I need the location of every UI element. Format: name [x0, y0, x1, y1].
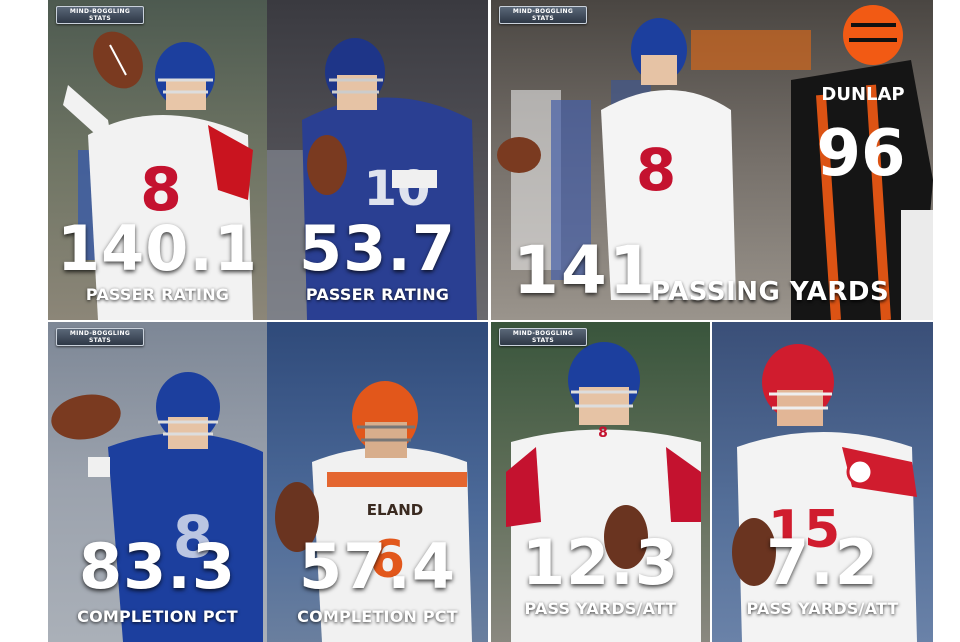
- stat-value: 53.7: [299, 212, 456, 285]
- tile-jones-completion-pct: 8 MIND-BOGGLING STATS 83.3 COMPLETION PCT: [48, 322, 267, 642]
- tile-jones-passing-yards: 8 DUNLAP 96 MIND-BOGGLING STATS 141 PASSI…: [491, 0, 933, 320]
- mind-boggling-stats-badge: MIND-BOGGLING STATS: [56, 328, 144, 346]
- mind-boggling-stats-badge: MIND-BOGGLING STATS: [499, 328, 587, 346]
- tile-mayfield-completion-pct: ELAND 6 57.4 COMPLETION PCT: [267, 322, 488, 642]
- mayfield-browns-photo: ELAND 6: [267, 322, 488, 642]
- svg-text:8: 8: [636, 136, 676, 204]
- stat-value: 83.3: [79, 530, 236, 603]
- tile-mahomes-pass-yards-att: 15 7.2 PASS YARDS/ATT: [712, 322, 933, 642]
- svg-text:96: 96: [816, 117, 905, 191]
- svg-text:8: 8: [598, 425, 608, 441]
- stat-label: PASSER RATING: [305, 285, 450, 304]
- stat-value: 57.4: [299, 530, 456, 603]
- jones-white-jersey-photo: 8: [491, 322, 710, 642]
- tile-jones-passer-rating: 8 MIND-BOGGLING STATS 140.1 PASSER RATING: [48, 0, 267, 320]
- stat-value: 12.3: [522, 526, 679, 599]
- tile-manning-passer-rating: 10 53.7 PASSER RATING: [267, 0, 488, 320]
- svg-text:10: 10: [364, 161, 431, 217]
- svg-text:DUNLAP: DUNLAP: [821, 84, 904, 105]
- stat-label: COMPLETION PCT: [77, 607, 238, 626]
- stat-label: PASS YARDS/ATT: [524, 599, 677, 618]
- mind-boggling-stats-badge: MIND-BOGGLING STATS: [499, 6, 587, 24]
- mind-boggling-stats-badge: MIND-BOGGLING STATS: [56, 6, 144, 24]
- svg-text:6: 6: [369, 530, 405, 590]
- stat-value: 7.2: [766, 526, 879, 599]
- jones-blue-jersey-photo: 8: [48, 322, 267, 642]
- jones-throwing-photo: 8: [48, 0, 267, 320]
- stat-label: COMPLETION PCT: [297, 607, 458, 626]
- svg-text:ELAND: ELAND: [367, 501, 423, 519]
- stat-label: PASSING YARDS: [651, 277, 890, 307]
- stat-label: PASSER RATING: [85, 285, 230, 304]
- tile-jones-pass-yards-att: 8 MIND-BOGGLING STATS 12.3 PASS YARDS/ATT: [491, 322, 710, 642]
- jones-vs-bengals-photo: 8 DUNLAP 96: [491, 0, 933, 320]
- stat-label: PASS YARDS/ATT: [746, 599, 899, 618]
- manning-throwing-photo: 10: [267, 0, 488, 320]
- svg-text:8: 8: [173, 503, 213, 571]
- stat-value: 141: [513, 232, 657, 309]
- mahomes-chiefs-photo: 15: [712, 322, 933, 642]
- svg-text:15: 15: [768, 500, 840, 560]
- stat-value: 140.1: [56, 212, 259, 285]
- svg-text:8: 8: [140, 155, 182, 225]
